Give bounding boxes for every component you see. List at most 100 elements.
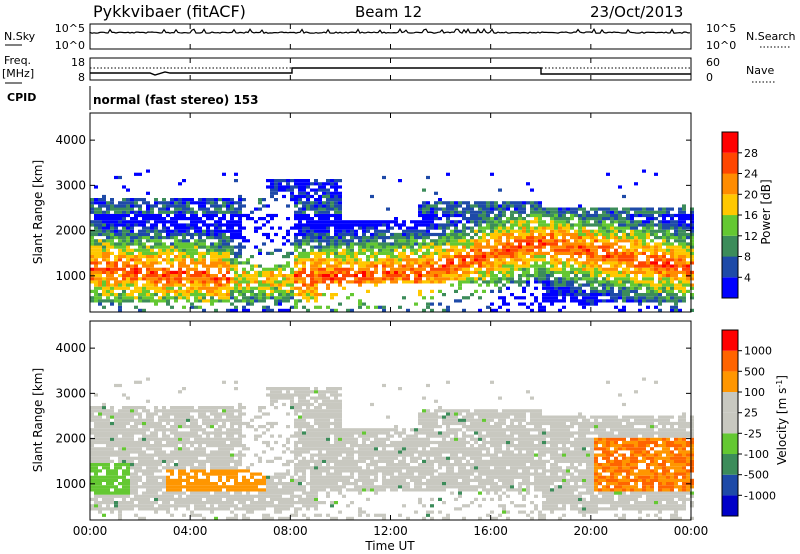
velocity-cell: [138, 453, 142, 457]
power-cell: [226, 239, 230, 243]
power-cell: [286, 232, 290, 237]
power-cell: [318, 270, 322, 274]
power-cell: [146, 226, 150, 230]
velocity-cell: [150, 478, 154, 482]
power-cell: [622, 251, 626, 255]
velocity-cell: [174, 409, 178, 413]
power-cell: [498, 204, 502, 208]
power-cell: [506, 204, 510, 208]
velocity-cell: [242, 504, 246, 508]
velocity-cell: [226, 507, 230, 511]
power-cell: [330, 198, 334, 202]
nsearch-label: N.Search: [746, 30, 796, 43]
power-cell: [390, 248, 394, 252]
power-cell: [638, 293, 642, 297]
power-cell: [666, 293, 670, 297]
power-cell: [142, 226, 146, 230]
power-cell: [298, 289, 302, 293]
power-cell: [282, 179, 286, 183]
power-cell: [194, 242, 198, 246]
power-cell: [314, 207, 318, 211]
velocity-cell: [190, 475, 194, 479]
power-cell: [282, 236, 286, 240]
power-cell: [118, 248, 122, 252]
power-cell: [690, 286, 694, 290]
power-cell: [170, 274, 174, 278]
power-cell: [690, 277, 694, 281]
power-cell: [106, 232, 110, 237]
velocity-cell: [118, 415, 122, 419]
power-cell: [278, 283, 282, 287]
power-cell: [494, 248, 498, 252]
power-cell: [146, 207, 150, 211]
power-cell: [390, 220, 394, 224]
power-cell: [370, 223, 374, 227]
velocity-cell: [138, 412, 142, 416]
power-cell: [274, 185, 278, 189]
velocity-cell: [110, 444, 114, 448]
power-cell: [202, 283, 206, 287]
power-cell: [498, 267, 502, 271]
velocity-cell: [154, 453, 158, 457]
velocity-cell: [90, 450, 94, 454]
velocity-cell: [142, 425, 146, 429]
power-cell: [578, 248, 582, 252]
power-cell: [498, 280, 502, 284]
power-cell: [382, 232, 386, 237]
power-cell: [454, 264, 458, 268]
power-cell: [294, 245, 298, 249]
velocity-cell: [158, 415, 162, 419]
velocity-cell: [214, 482, 218, 486]
power-cell: [134, 172, 138, 176]
velocity-cell: [102, 453, 106, 457]
power-cell: [118, 207, 122, 211]
velocity-cell: [218, 428, 222, 432]
power-cell: [386, 258, 390, 262]
velocity-cell: [182, 453, 186, 457]
power-cell: [146, 264, 150, 268]
power-cell: [282, 255, 286, 259]
velocity-cell: [130, 504, 134, 508]
power-cell: [598, 283, 602, 287]
velocity-cell: [154, 434, 158, 438]
power-cell: [598, 213, 602, 218]
power-cell: [194, 264, 198, 268]
power-cell: [318, 201, 322, 205]
power-cell: [206, 198, 210, 202]
power-cell: [590, 223, 594, 227]
velocity-cell: [94, 431, 98, 435]
power-cell: [558, 267, 562, 271]
velocity-cell: [94, 409, 98, 413]
velocity-cell: [122, 504, 126, 508]
power-cell: [134, 201, 138, 205]
power-cell: [682, 277, 686, 281]
power-cell: [210, 299, 214, 303]
power-cell: [642, 248, 646, 252]
power-cell: [594, 274, 598, 278]
power-cell: [294, 185, 298, 189]
power-cell: [678, 289, 682, 293]
power-cell: [630, 207, 634, 211]
power-cell: [566, 220, 570, 224]
power-cell: [334, 207, 338, 211]
power-cell: [406, 229, 410, 233]
power-cell: [98, 213, 102, 218]
power-cell: [442, 267, 446, 271]
power-cell: [686, 223, 690, 227]
power-cell: [478, 220, 482, 224]
power-cell: [254, 226, 258, 230]
velocity-cell: [214, 472, 218, 476]
power-cell: [366, 261, 370, 265]
power-cell: [434, 277, 438, 281]
power-cell: [542, 299, 546, 303]
velocity-cell: [194, 421, 198, 426]
power-cell: [566, 283, 570, 287]
power-cell: [494, 308, 498, 312]
power-cell: [90, 236, 94, 240]
power-cell: [450, 204, 454, 208]
power-cell: [434, 267, 438, 271]
power-cell: [454, 274, 458, 278]
velocity-cell: [90, 418, 94, 422]
power-cell: [626, 267, 630, 271]
power-cell: [602, 217, 606, 221]
